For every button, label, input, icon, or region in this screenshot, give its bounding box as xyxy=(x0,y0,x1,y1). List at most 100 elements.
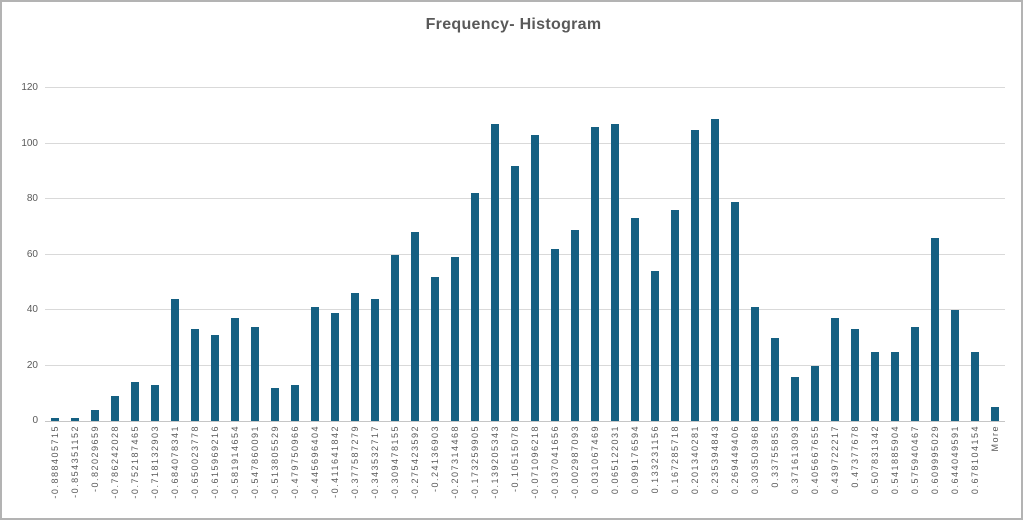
histogram-bar[interactable] xyxy=(251,326,259,421)
histogram-bar[interactable] xyxy=(231,318,239,421)
x-axis[interactable]: -0.888405715 -0.854351152 -0.82029659 -0.78… xyxy=(45,425,1005,518)
histogram-bar[interactable] xyxy=(831,318,839,421)
histogram-bar[interactable] xyxy=(931,237,939,421)
histogram-bar[interactable] xyxy=(311,307,319,421)
plot-area[interactable] xyxy=(45,87,1005,422)
bar-slot xyxy=(565,88,585,421)
histogram-bar[interactable] xyxy=(551,248,559,421)
histogram-bar[interactable] xyxy=(531,135,539,421)
histogram-bar[interactable] xyxy=(991,407,999,421)
x-tick-label: -0.207314468 xyxy=(450,425,460,499)
bar-slot xyxy=(985,88,1005,421)
histogram-bar[interactable] xyxy=(111,396,119,421)
bar-slot xyxy=(585,88,605,421)
histogram-bar[interactable] xyxy=(571,229,579,421)
bar-slot xyxy=(745,88,765,421)
x-label-slot: 0.065122031 xyxy=(605,425,625,494)
histogram-bar[interactable] xyxy=(631,218,639,421)
x-label-slot: -0.854351152 xyxy=(65,425,85,498)
x-tick-label: -0.82029659 xyxy=(90,425,100,493)
bar-slot xyxy=(405,88,425,421)
bar-slot xyxy=(905,88,925,421)
histogram-series[interactable] xyxy=(45,88,1005,421)
histogram-bar[interactable] xyxy=(731,201,739,421)
x-label-slot: -0.615969216 xyxy=(205,425,225,499)
x-tick-label: -0.547860091 xyxy=(250,425,260,499)
histogram-bar[interactable] xyxy=(471,193,479,421)
x-tick-label: 0.507831342 xyxy=(870,425,880,495)
histogram-bar[interactable] xyxy=(811,365,819,421)
histogram-bar[interactable] xyxy=(871,351,879,421)
bar-slot xyxy=(85,88,105,421)
histogram-bar[interactable] xyxy=(71,418,79,421)
histogram-bar[interactable] xyxy=(431,276,439,421)
histogram-bar[interactable] xyxy=(371,298,379,421)
histogram-bar[interactable] xyxy=(151,384,159,421)
histogram-bar[interactable] xyxy=(711,118,719,421)
histogram-bar[interactable] xyxy=(491,124,499,421)
histogram-bar[interactable] xyxy=(391,254,399,421)
x-label-slot: 0.507831342 xyxy=(865,425,885,494)
histogram-bar[interactable] xyxy=(771,337,779,421)
x-tick-label: 0.678104154 xyxy=(970,425,980,495)
x-label-slot: -0.684078341 xyxy=(165,425,185,499)
histogram-bar[interactable] xyxy=(971,351,979,421)
histogram-bar[interactable] xyxy=(411,232,419,421)
histogram-bar[interactable] xyxy=(171,298,179,421)
histogram-bar[interactable] xyxy=(271,387,279,421)
histogram-bar[interactable] xyxy=(291,384,299,421)
x-tick-label: -0.411641842 xyxy=(330,425,340,498)
histogram-bar[interactable] xyxy=(51,418,59,421)
x-label-slot: 0.541885904 xyxy=(885,425,905,494)
bar-slot xyxy=(325,88,345,421)
chart-title[interactable]: Frequency- Histogram xyxy=(425,16,602,33)
x-tick-label: 0.235394843 xyxy=(710,425,720,495)
histogram-bar[interactable] xyxy=(611,124,619,421)
histogram-bar[interactable] xyxy=(951,310,959,421)
x-label-slot: 0.371613093 xyxy=(785,425,805,494)
x-tick-label: 0.609995029 xyxy=(930,425,940,495)
x-label-slot: -0.650023778 xyxy=(185,425,205,499)
histogram-bar[interactable] xyxy=(591,126,599,421)
bar-slot xyxy=(525,88,545,421)
bar-slot xyxy=(845,88,865,421)
histogram-bar[interactable] xyxy=(511,165,519,421)
histogram-bar[interactable] xyxy=(451,257,459,421)
x-label-slot: More xyxy=(985,425,1005,452)
histogram-bar[interactable] xyxy=(91,409,99,421)
x-label-slot: -0.888405715 xyxy=(45,425,65,499)
bar-slot xyxy=(125,88,145,421)
x-tick-label: 0.099176594 xyxy=(630,425,640,495)
x-tick-label: -0.888405715 xyxy=(50,425,60,499)
histogram-bar[interactable] xyxy=(891,351,899,421)
bar-slot xyxy=(425,88,445,421)
x-label-slot: 0.405667655 xyxy=(805,425,825,494)
histogram-bar[interactable] xyxy=(651,271,659,421)
bar-slot xyxy=(145,88,165,421)
x-tick-label: 0.201340281 xyxy=(690,425,700,495)
histogram-bar[interactable] xyxy=(211,334,219,421)
histogram-bar[interactable] xyxy=(751,307,759,421)
histogram-bar[interactable] xyxy=(851,329,859,421)
histogram-bar[interactable] xyxy=(351,293,359,421)
histogram-bar[interactable] xyxy=(671,210,679,421)
histogram-bar[interactable] xyxy=(691,129,699,421)
histogram-bar[interactable] xyxy=(911,326,919,421)
histogram-bar[interactable] xyxy=(191,329,199,421)
histogram-bar[interactable] xyxy=(791,376,799,421)
x-tick-label: 0.644049591 xyxy=(950,425,960,495)
x-label-slot: 0.133231156 xyxy=(645,425,665,493)
x-label-slot: -0.786242028 xyxy=(105,425,125,499)
x-label-slot: -0.343532717 xyxy=(365,425,385,499)
bar-slot xyxy=(385,88,405,421)
x-label-slot: 0.47377678 xyxy=(845,425,865,488)
x-tick-label: -0.718132903 xyxy=(150,425,160,499)
histogram-bar[interactable] xyxy=(331,312,339,421)
x-tick-label: 0.541885904 xyxy=(890,425,900,495)
x-label-slot: 0.201340281 xyxy=(685,425,705,494)
bar-slot xyxy=(825,88,845,421)
histogram-bar[interactable] xyxy=(131,382,139,421)
x-label-slot: -0.445696404 xyxy=(305,425,325,499)
bar-slot xyxy=(205,88,225,421)
